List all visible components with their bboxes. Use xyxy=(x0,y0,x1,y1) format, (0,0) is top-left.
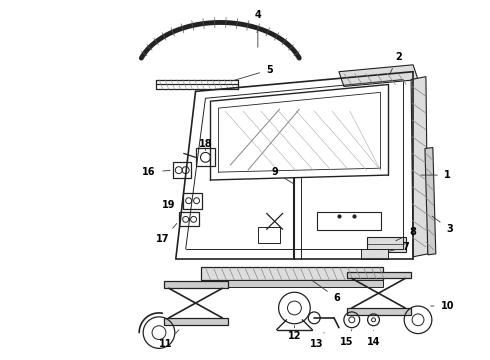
Text: 3: 3 xyxy=(432,216,453,234)
Text: 15: 15 xyxy=(340,330,354,347)
Bar xyxy=(173,162,191,178)
Text: 10: 10 xyxy=(431,301,454,311)
Bar xyxy=(179,212,198,226)
Text: 14: 14 xyxy=(367,330,380,347)
Text: 16: 16 xyxy=(143,167,170,177)
Bar xyxy=(258,227,280,243)
Bar xyxy=(347,308,411,315)
Text: 17: 17 xyxy=(156,224,177,244)
Text: 13: 13 xyxy=(311,333,324,350)
Text: 9: 9 xyxy=(271,167,293,184)
Text: 5: 5 xyxy=(233,65,273,81)
Bar xyxy=(164,318,228,325)
Bar xyxy=(347,271,411,278)
Polygon shape xyxy=(339,65,418,86)
Bar xyxy=(367,237,406,252)
Text: 12: 12 xyxy=(288,326,301,341)
Text: 2: 2 xyxy=(390,52,402,74)
Text: 1: 1 xyxy=(421,170,451,180)
Text: 6: 6 xyxy=(312,280,341,303)
Text: 8: 8 xyxy=(396,227,416,241)
Polygon shape xyxy=(425,148,436,255)
Bar xyxy=(317,212,381,230)
Text: 4: 4 xyxy=(254,10,261,47)
Polygon shape xyxy=(411,77,428,257)
Bar xyxy=(200,280,383,287)
Text: 11: 11 xyxy=(159,330,179,350)
Bar xyxy=(361,249,389,259)
Text: 18: 18 xyxy=(198,139,212,150)
Text: 19: 19 xyxy=(162,199,184,210)
Text: 7: 7 xyxy=(389,242,410,252)
Bar xyxy=(164,282,228,288)
Bar xyxy=(196,148,215,166)
Bar xyxy=(183,193,202,208)
Bar xyxy=(200,267,383,280)
